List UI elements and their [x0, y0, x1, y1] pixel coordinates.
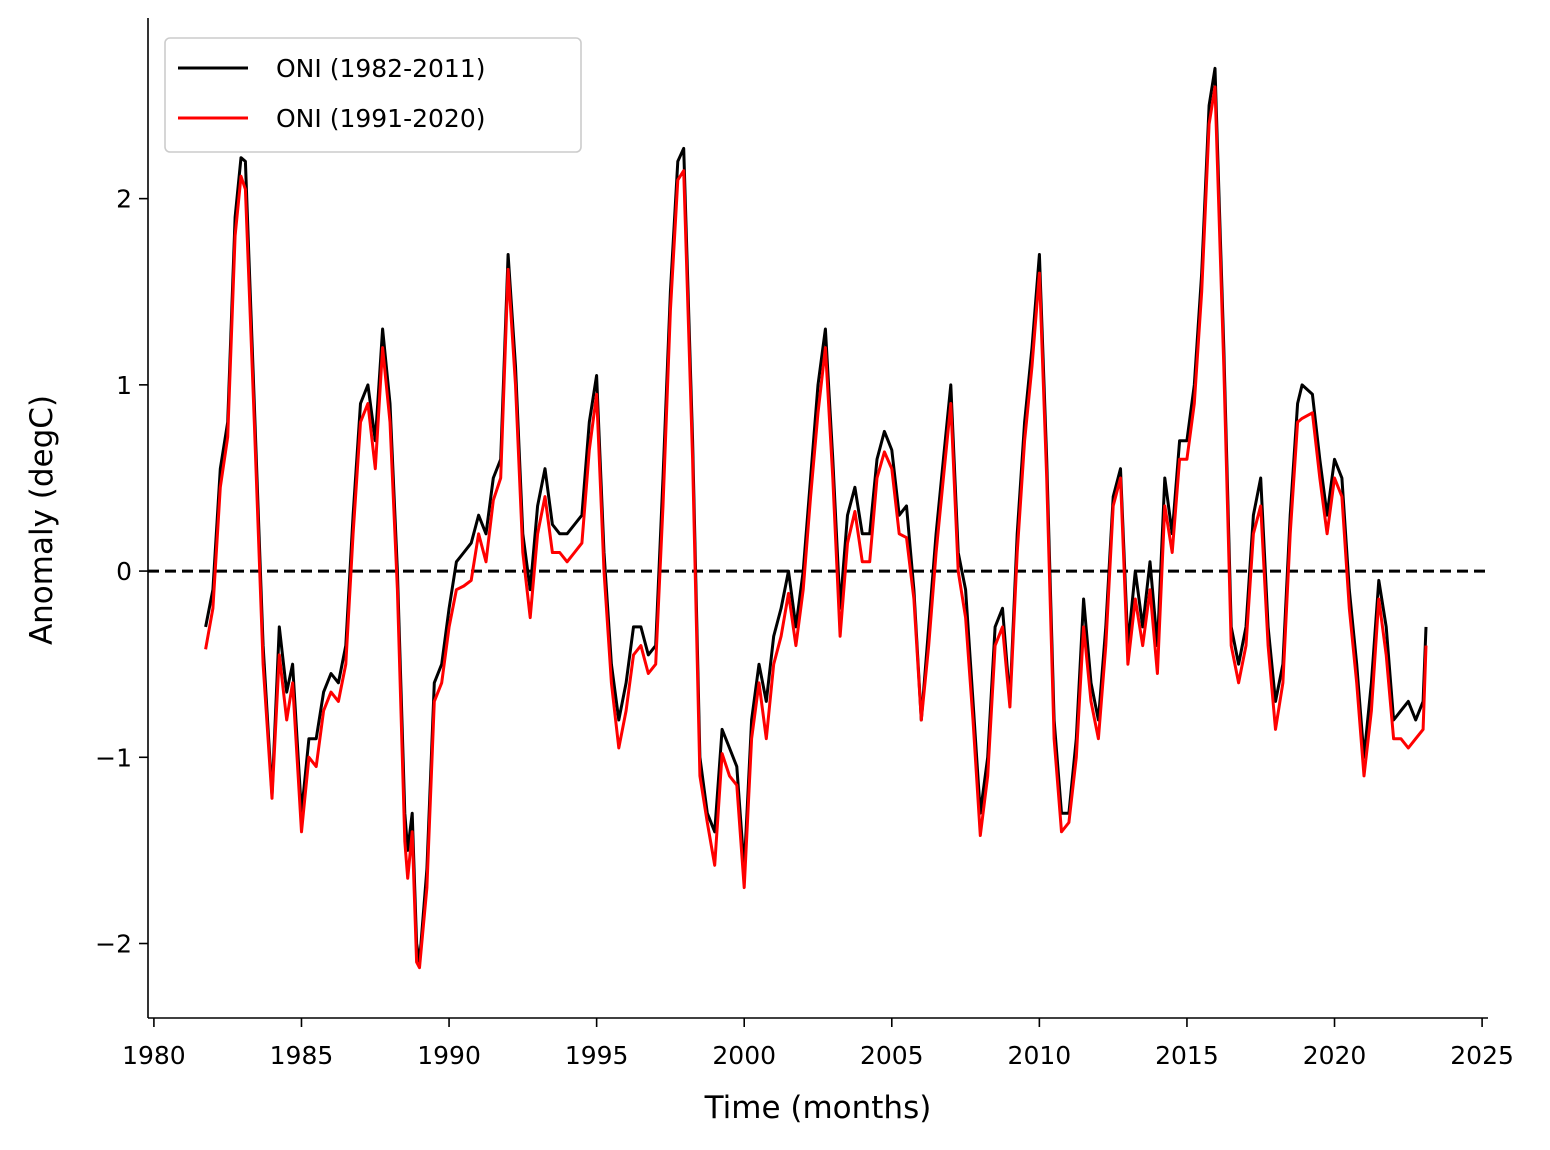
y-axis-title: Anomaly (degC) [24, 395, 60, 645]
series-line-2 [204, 85, 1428, 970]
x-ticks-layer: 1980 1985 1990 1995 2000 2005 2010 2015 2020 2025 [122, 1018, 1514, 1070]
x-tick-label: 2000 [712, 1041, 776, 1070]
x-tick-label: 1990 [417, 1041, 481, 1070]
x-tick-label: 2015 [1155, 1041, 1219, 1070]
x-tick-label: 1995 [565, 1041, 629, 1070]
y-ticks-layer: −2 −1 0 1 2 [95, 185, 148, 959]
legend: ONI (1982-2011) ONI (1991-2020) [164, 37, 582, 153]
y-tick-label: −1 [95, 743, 132, 772]
x-tick-label: 2005 [860, 1041, 924, 1070]
x-tick-label: 1980 [122, 1041, 186, 1070]
x-tick-label: 2020 [1303, 1041, 1367, 1070]
y-tick-label: −2 [95, 930, 132, 959]
y-tick-label: 2 [116, 185, 132, 214]
y-tick-label: 0 [116, 557, 132, 586]
x-tick-label: 2025 [1450, 1041, 1514, 1070]
legend-label-series-2: ONI (1991-2020) [276, 104, 485, 133]
x-tick-label: 2010 [1008, 1041, 1072, 1070]
x-axis-title: Time (months) [704, 1090, 932, 1126]
y-tick-label: 1 [116, 371, 132, 400]
legend-label-series-1: ONI (1982-2011) [276, 54, 485, 83]
x-tick-label: 1985 [270, 1041, 334, 1070]
legend-frame [164, 37, 582, 153]
series-layer [204, 66, 1428, 970]
axes-layer [147, 18, 1488, 1019]
